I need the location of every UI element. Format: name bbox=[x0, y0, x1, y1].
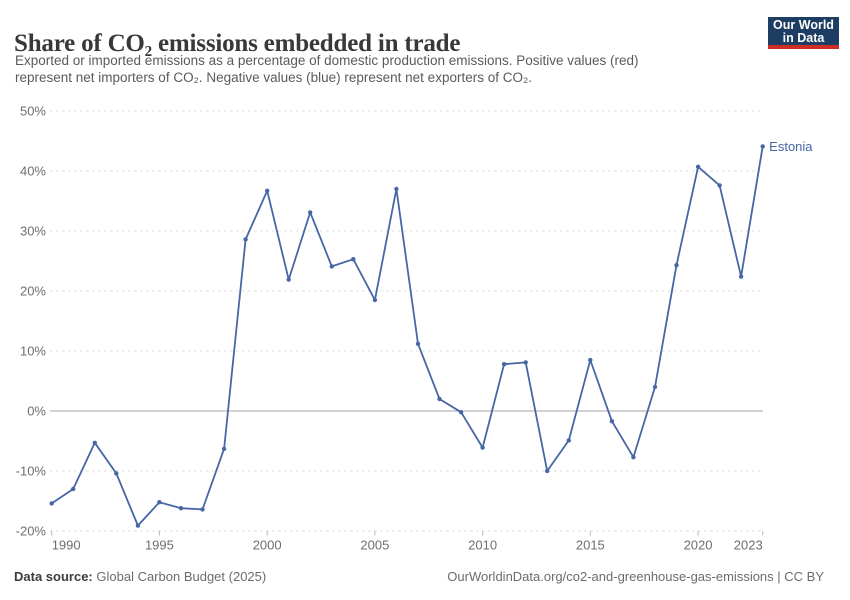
y-tick-label: -20% bbox=[16, 524, 47, 539]
y-tick-label: 50% bbox=[20, 104, 46, 119]
data-point[interactable] bbox=[631, 455, 636, 460]
data-point[interactable] bbox=[221, 446, 227, 451]
data-point[interactable] bbox=[178, 506, 184, 511]
data-point[interactable] bbox=[200, 507, 205, 512]
data-point[interactable] bbox=[738, 274, 744, 279]
owid-logo-line2: in Data bbox=[782, 30, 825, 45]
data-point[interactable] bbox=[265, 188, 270, 193]
x-tick-label: 2020 bbox=[684, 538, 713, 553]
x-tick-label: 2000 bbox=[253, 538, 282, 553]
data-point[interactable] bbox=[286, 277, 291, 282]
owid-logo-line1: Our World bbox=[773, 18, 834, 32]
data-point[interactable] bbox=[674, 263, 679, 268]
chart-subtitle: Exported or imported emissions as a perc… bbox=[15, 53, 639, 86]
data-point[interactable] bbox=[458, 410, 464, 415]
entity-label[interactable]: Estonia bbox=[769, 139, 813, 154]
data-point[interactable] bbox=[351, 257, 356, 262]
data-source: Data source: Global Carbon Budget (2025) bbox=[14, 569, 266, 584]
data-point[interactable] bbox=[545, 468, 550, 474]
data-point[interactable] bbox=[652, 384, 658, 390]
data-point[interactable] bbox=[135, 523, 141, 528]
data-point[interactable] bbox=[566, 438, 571, 443]
y-tick-label: -10% bbox=[16, 464, 47, 479]
owid-logo[interactable]: Our World in Data bbox=[768, 17, 839, 49]
data-point[interactable] bbox=[501, 362, 507, 367]
y-tick-label: 0% bbox=[27, 404, 46, 419]
chart-subtitle-line1: Exported or imported emissions as a perc… bbox=[15, 53, 639, 68]
x-tick-label: 2015 bbox=[576, 538, 605, 553]
data-source-value: Global Carbon Budget (2025) bbox=[96, 569, 267, 584]
y-tick-label: 40% bbox=[20, 164, 46, 179]
data-point[interactable] bbox=[480, 445, 485, 450]
data-point[interactable] bbox=[415, 341, 421, 346]
x-tick-label: 2023 bbox=[734, 538, 763, 553]
data-point[interactable] bbox=[372, 297, 378, 303]
data-point[interactable] bbox=[329, 264, 334, 269]
data-point[interactable] bbox=[523, 360, 528, 365]
data-point[interactable] bbox=[114, 471, 119, 476]
y-tick-label: 30% bbox=[20, 224, 46, 239]
data-point[interactable] bbox=[695, 164, 701, 169]
chart-subtitle-line2: represent net importers of CO₂. Negative… bbox=[15, 69, 532, 85]
owid-url-license[interactable]: OurWorldinData.org/co2-and-greenhouse-ga… bbox=[447, 569, 824, 584]
data-point[interactable] bbox=[588, 357, 593, 363]
data-point[interactable] bbox=[71, 486, 76, 492]
data-point[interactable] bbox=[437, 396, 442, 402]
x-tick-label: 1995 bbox=[145, 538, 174, 553]
data-point[interactable] bbox=[609, 419, 615, 424]
x-tick-label: 1990 bbox=[52, 538, 81, 553]
data-point[interactable] bbox=[49, 501, 54, 506]
x-tick-label: 2010 bbox=[468, 538, 497, 553]
data-point[interactable] bbox=[92, 440, 98, 445]
x-tick-label: 2005 bbox=[360, 538, 389, 553]
data-point[interactable] bbox=[394, 186, 399, 192]
data-source-label: Data source: bbox=[14, 569, 93, 584]
data-line-estonia[interactable] bbox=[50, 145, 764, 527]
y-tick-label: 20% bbox=[20, 284, 46, 299]
y-tick-label: 10% bbox=[20, 344, 46, 359]
page-title: Share of CO₂ emissions embedded in trade bbox=[14, 29, 461, 57]
data-point[interactable] bbox=[157, 500, 162, 505]
data-point[interactable] bbox=[760, 144, 765, 149]
data-point[interactable] bbox=[243, 237, 248, 242]
data-point[interactable] bbox=[717, 183, 722, 188]
data-point[interactable] bbox=[308, 210, 313, 215]
